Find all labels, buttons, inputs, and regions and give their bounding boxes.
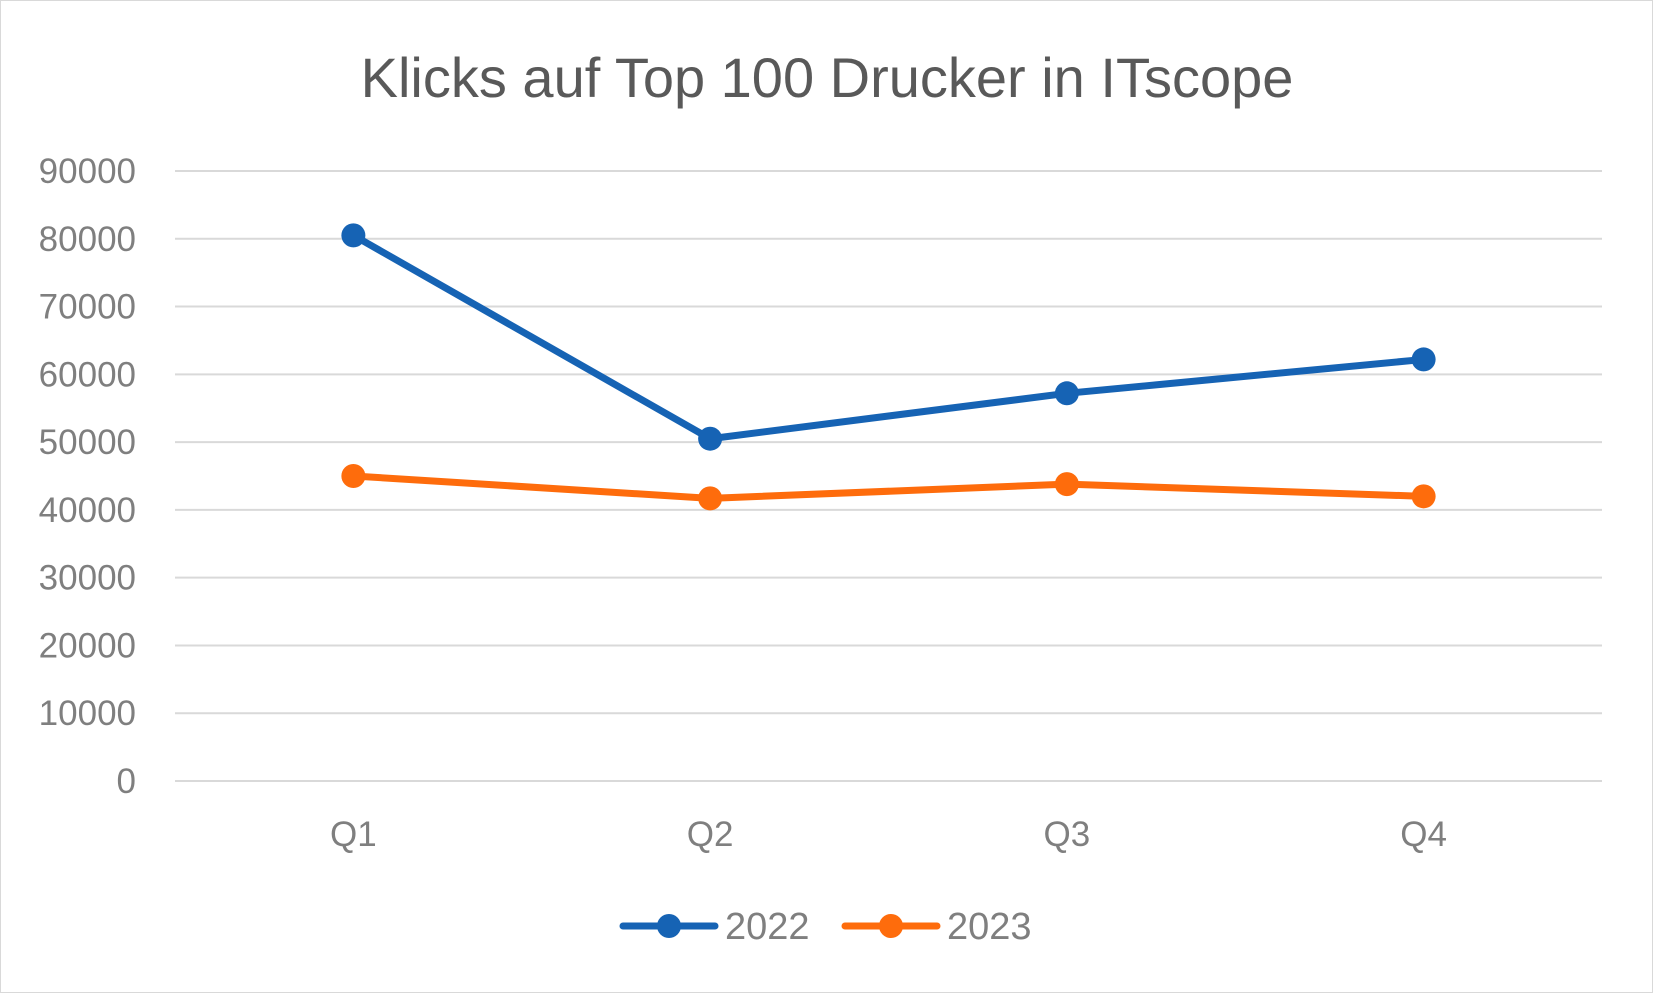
series-lines — [341, 223, 1436, 511]
x-tick-label: Q1 — [330, 815, 377, 854]
chart-title: Klicks auf Top 100 Drucker in ITscope — [361, 46, 1294, 109]
x-tick-label: Q2 — [687, 815, 734, 854]
legend-label: 2023 — [947, 906, 1032, 948]
data-point — [1054, 472, 1079, 497]
series-line — [349, 231, 1428, 443]
data-point — [1411, 484, 1436, 509]
y-axis-ticks: 0 10000 20000 30000 40000 50000 60000 70000 8000… — [39, 152, 136, 801]
legend-swatch-marker — [657, 914, 681, 938]
legend: 2022 2023 — [619, 906, 1032, 948]
y-tick-label: 80000 — [39, 220, 136, 259]
data-point — [1411, 347, 1436, 372]
y-tick-label: 0 — [117, 762, 136, 801]
legend-swatch-marker — [879, 914, 903, 938]
y-tick-label: 70000 — [39, 288, 136, 327]
series-2023 — [341, 464, 1436, 511]
y-tick-label: 20000 — [39, 626, 136, 665]
y-tick-label: 10000 — [39, 694, 136, 733]
data-point — [341, 464, 366, 488]
legend-item: 2022 — [619, 906, 810, 948]
y-tick-label: 40000 — [39, 491, 136, 530]
data-point — [698, 426, 723, 451]
data-point — [1054, 381, 1079, 406]
legend-item: 2023 — [841, 906, 1032, 948]
x-tick-label: Q4 — [1400, 815, 1447, 854]
x-axis-ticks: Q1 Q2 Q3 Q4 — [330, 815, 1447, 854]
data-point — [341, 223, 366, 248]
legend-label: 2022 — [725, 906, 810, 948]
y-tick-label: 30000 — [39, 559, 136, 598]
series-line — [349, 472, 1428, 502]
y-tick-label: 50000 — [39, 423, 136, 462]
gridlines — [175, 170, 1602, 782]
y-tick-label: 60000 — [39, 355, 136, 394]
y-tick-label: 90000 — [39, 152, 136, 191]
x-tick-label: Q3 — [1044, 815, 1091, 854]
series-2022 — [341, 223, 1436, 451]
data-point — [698, 486, 723, 511]
